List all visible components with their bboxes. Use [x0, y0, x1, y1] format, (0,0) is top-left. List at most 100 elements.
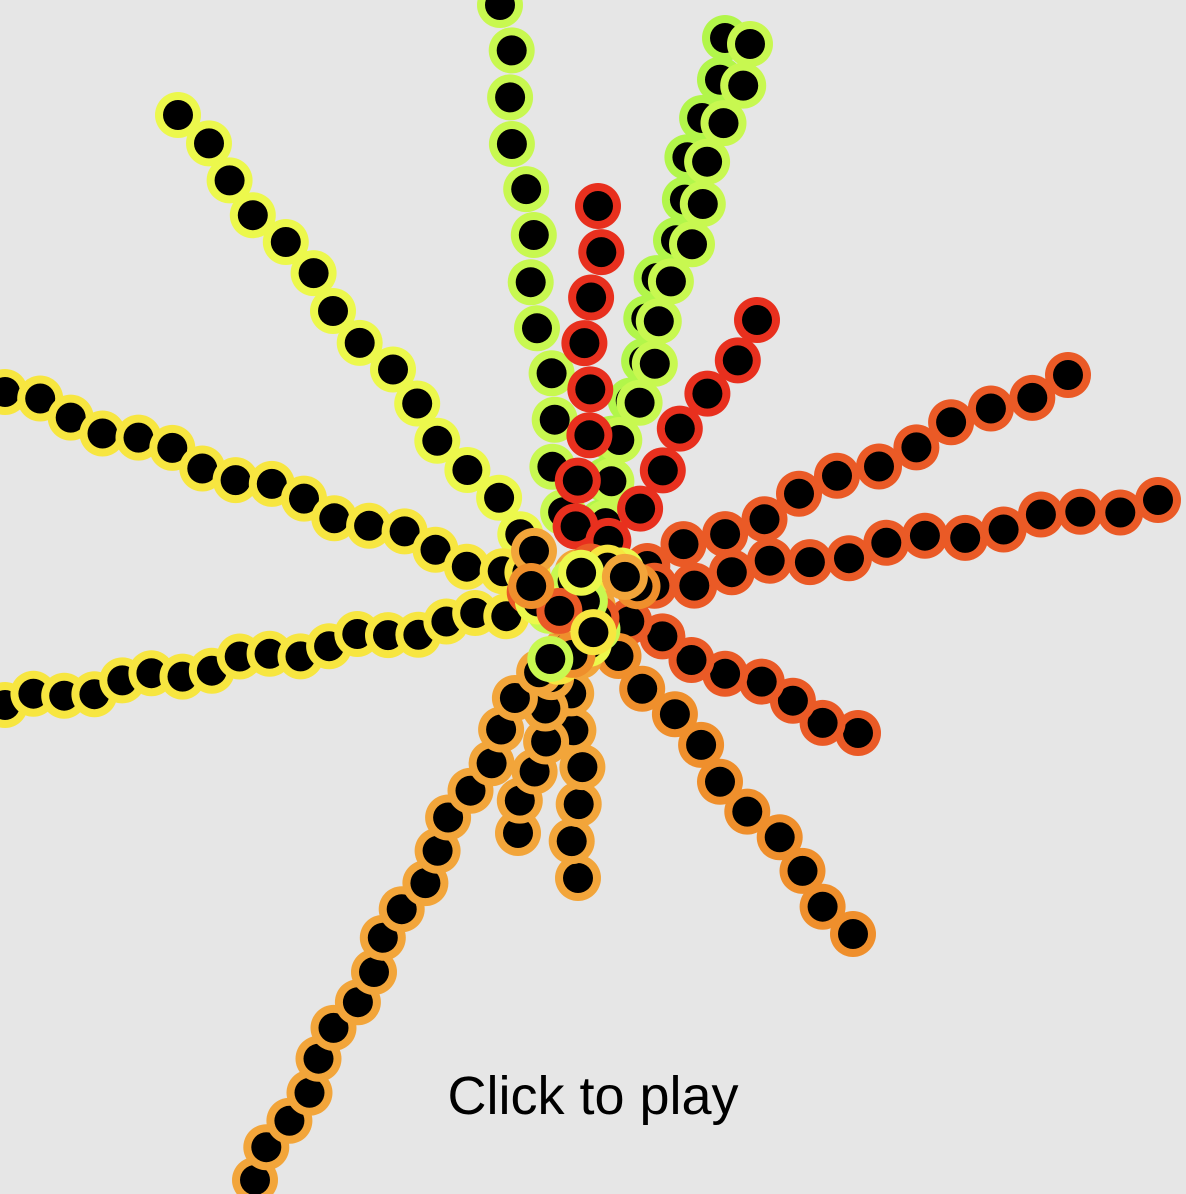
particle-dot [186, 120, 232, 167]
particle-dot [575, 183, 621, 229]
particle-dot [601, 553, 648, 600]
particle-dot [702, 511, 749, 558]
particle-dot [1135, 477, 1181, 523]
particle-dot [678, 721, 725, 768]
particle-dot [684, 370, 731, 417]
particle-dot [741, 496, 788, 543]
particle-dot [671, 562, 718, 609]
particle-dot [503, 166, 550, 213]
particle-dot [679, 181, 726, 227]
particle-dot [394, 380, 441, 427]
particle-dot [155, 92, 201, 138]
particle-dot [262, 219, 309, 265]
particle-dot [616, 379, 663, 426]
particle-dot [488, 27, 535, 74]
particle-dot [561, 320, 608, 367]
particle-dot [619, 665, 666, 712]
particle-dot [756, 814, 803, 861]
particle-dot [555, 855, 601, 901]
particle-dot [746, 537, 793, 584]
particle-dot [942, 514, 989, 561]
particle-dot [212, 457, 259, 504]
particle-dot [724, 788, 771, 835]
particle-dot [814, 452, 860, 499]
particle-dot [528, 350, 575, 397]
particle-dot [476, 474, 523, 521]
particle-dot [555, 781, 602, 828]
particle-dot [531, 396, 578, 443]
particle-dot [527, 636, 574, 682]
particle-dot [1045, 352, 1091, 398]
particle-dot [290, 250, 337, 297]
particle-dot [727, 21, 773, 67]
particle-dot [651, 691, 698, 738]
particle-dot [488, 121, 535, 167]
particle-dot [588, 458, 635, 505]
particle-dot [893, 424, 940, 471]
particle-dot [1097, 489, 1144, 536]
particle-dot [570, 609, 617, 656]
particle-dot [487, 74, 534, 121]
particle-dot [738, 658, 785, 705]
particle-dot [856, 443, 902, 490]
particle-dot [1009, 374, 1056, 421]
particle-dot [548, 818, 595, 865]
particle-dot [1057, 488, 1104, 535]
particle-dot [477, 0, 523, 28]
particle-dot [566, 412, 613, 459]
particle-dot [660, 521, 707, 568]
particle-dot [568, 274, 615, 321]
particle-dot [714, 337, 761, 384]
particle-dot [414, 417, 461, 464]
particle-dot [684, 138, 731, 185]
particle-dot [656, 405, 703, 452]
particle-dot [444, 447, 491, 493]
particle-dot [617, 485, 664, 532]
particle-dot [776, 470, 822, 517]
particle-dot [514, 305, 560, 352]
particle-dot [928, 399, 975, 446]
particle-dot [495, 810, 541, 856]
particle-dot [799, 883, 846, 930]
particle-dot [370, 346, 416, 393]
particle-dot [734, 297, 780, 343]
particle-dot [779, 847, 826, 894]
particle-dot [567, 366, 614, 413]
particle-dot [700, 100, 747, 147]
particle-dot [311, 495, 358, 542]
particle-dot [510, 212, 557, 258]
particle-dot [336, 319, 383, 366]
particle-dot [79, 410, 126, 457]
particle-dot [639, 447, 686, 494]
particle-dot [786, 539, 833, 586]
particle-dot [310, 288, 356, 334]
particle-dot [554, 457, 601, 504]
particle-dot [1017, 491, 1064, 538]
particle-dot [720, 62, 767, 109]
particle-dot [697, 758, 743, 805]
particle-dot [635, 298, 682, 345]
particle-dot [511, 527, 557, 574]
particle-dot [980, 506, 1027, 553]
particle-dot [863, 519, 910, 566]
particle-dot [206, 157, 253, 204]
particle-dot [229, 192, 276, 239]
particle-dot [830, 911, 876, 957]
particle-dot [559, 744, 606, 791]
particle-dot [967, 385, 1014, 432]
particle-dot [631, 340, 678, 387]
particle-dot [826, 535, 872, 582]
particle-dot [669, 221, 715, 268]
particle-dot [346, 502, 393, 549]
particle-dot [558, 549, 605, 596]
particle-dot [507, 259, 554, 306]
particle-dot [901, 512, 948, 559]
particle-dot [443, 543, 490, 590]
particle-dot [523, 718, 570, 765]
particle-dot [708, 549, 755, 596]
particle-dot [508, 563, 555, 609]
particle-dot [578, 229, 625, 276]
particle-dot [647, 258, 694, 305]
